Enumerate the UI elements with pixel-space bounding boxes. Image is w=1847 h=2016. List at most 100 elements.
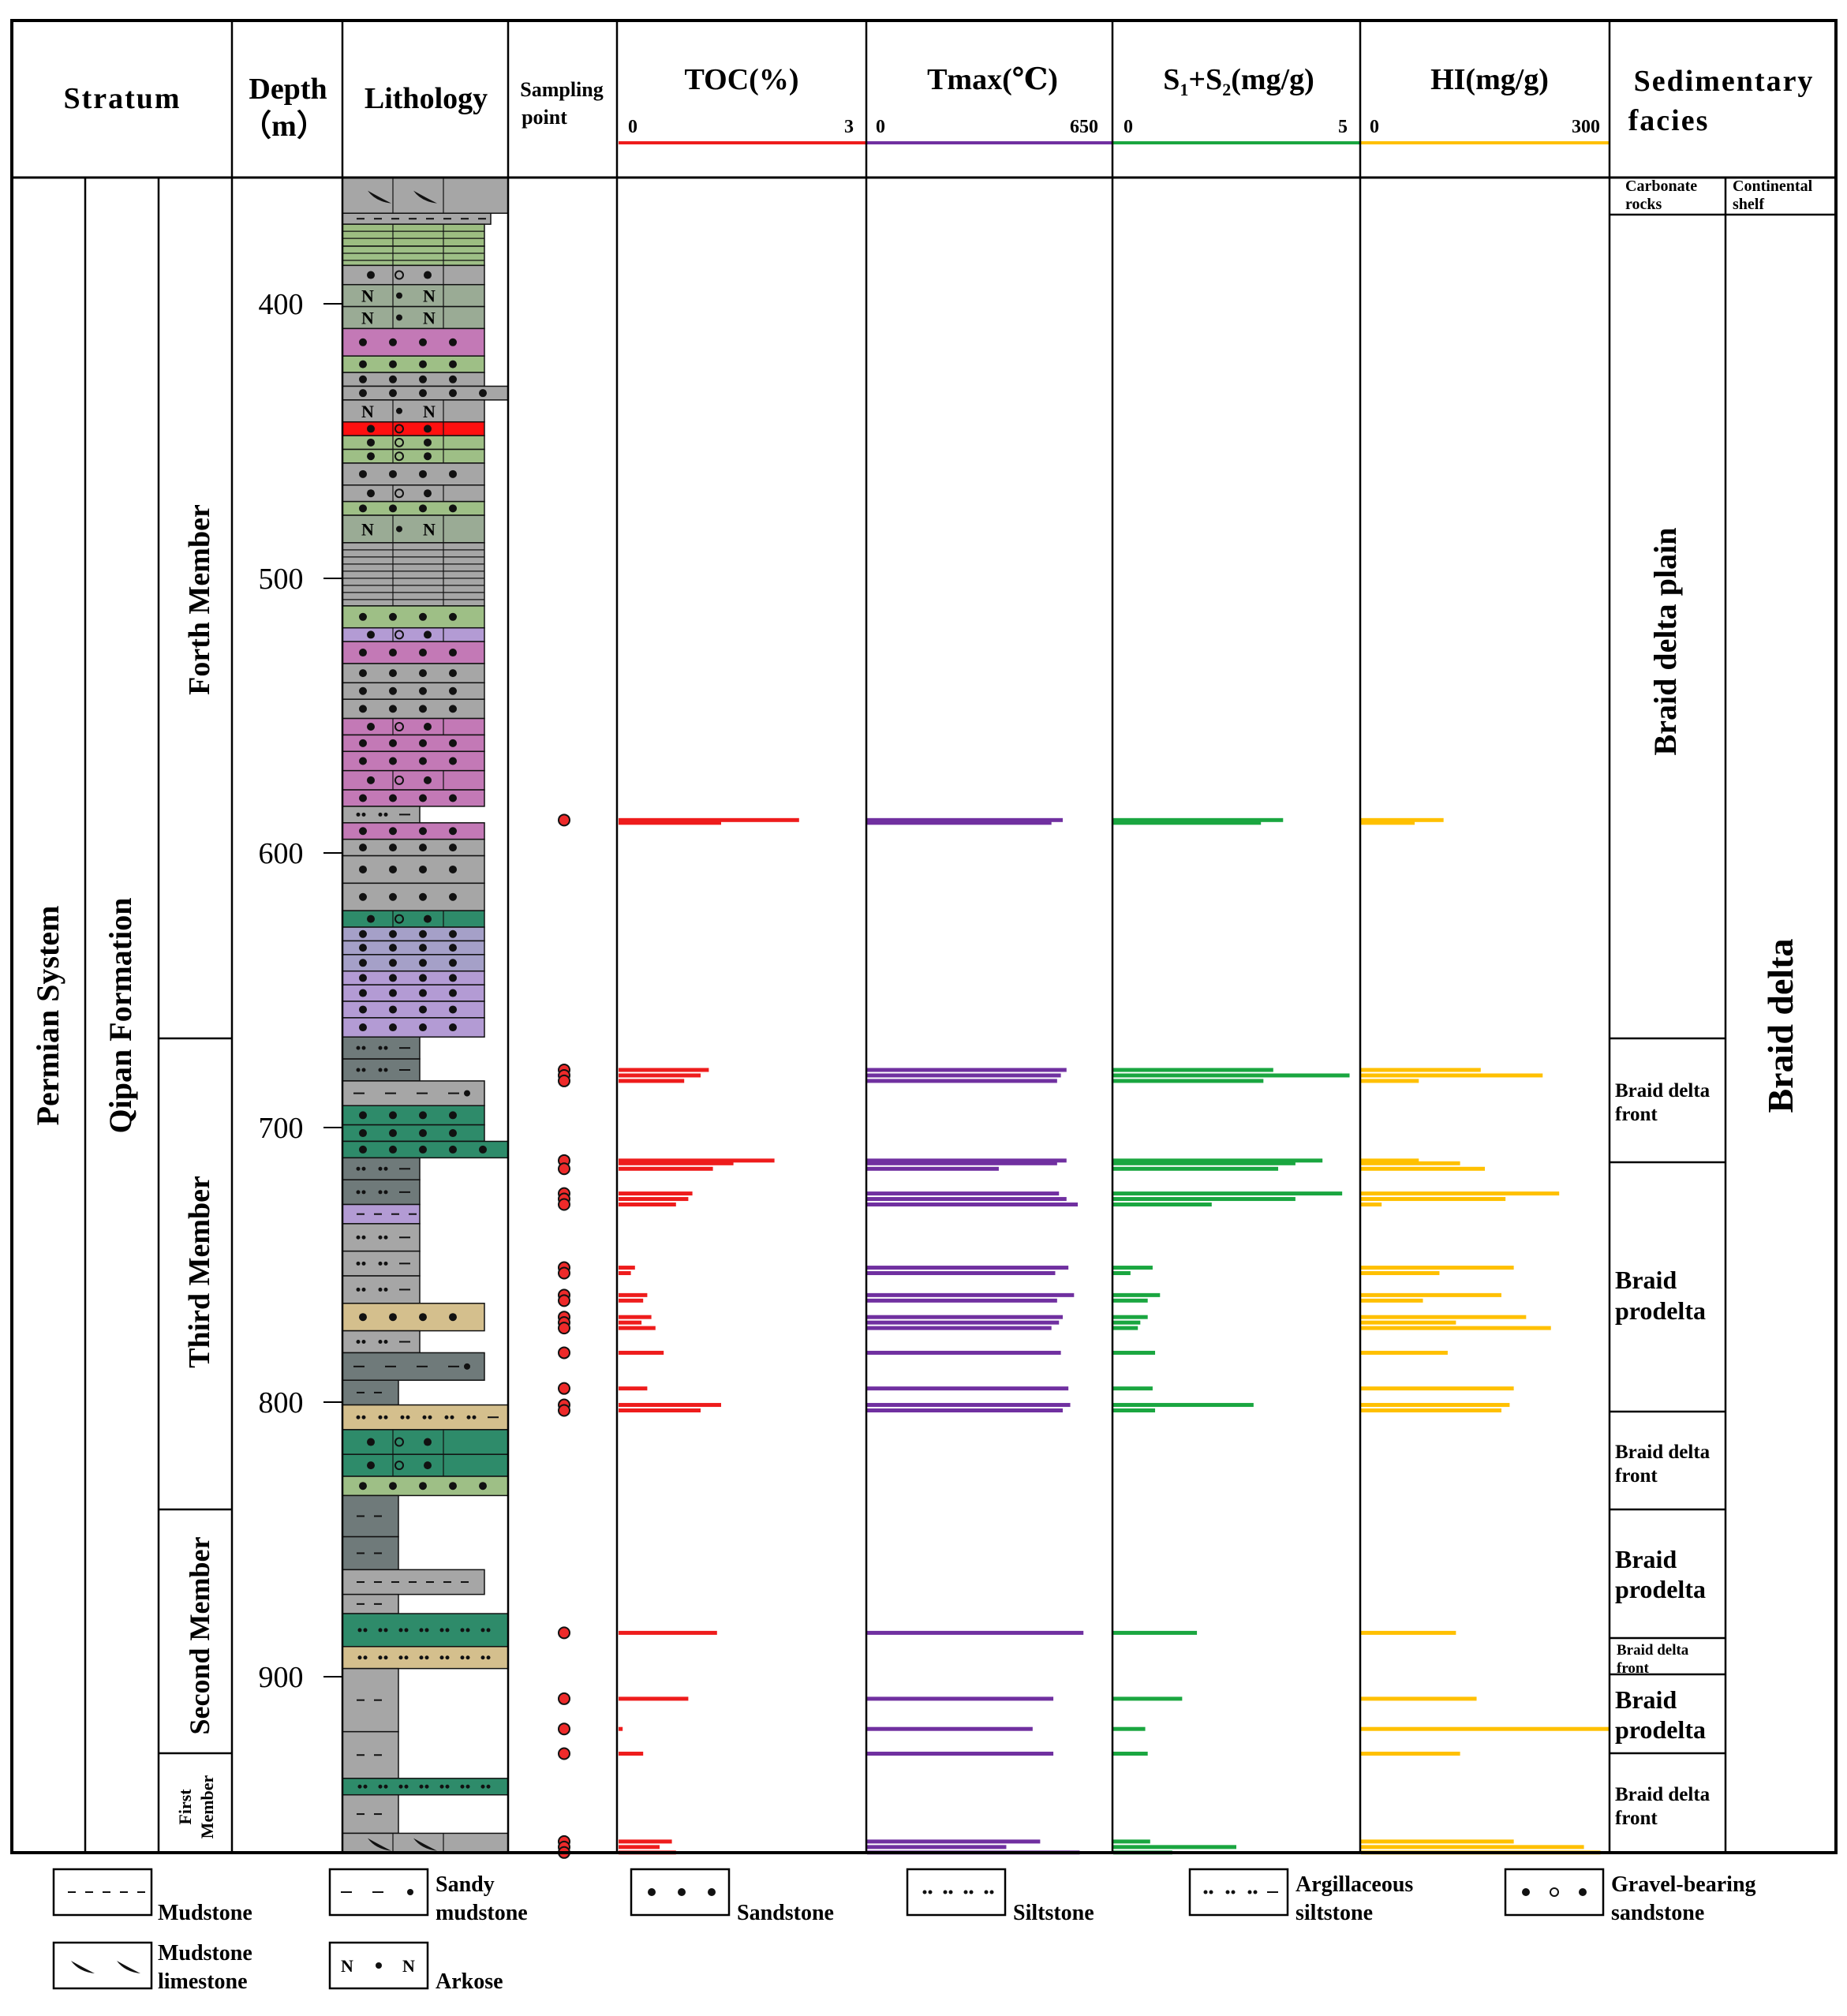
legend-label-2: siltstone xyxy=(1296,1901,1373,1925)
lithology-layer xyxy=(342,421,485,436)
member-label-third: Third Member xyxy=(183,1176,216,1368)
sandstone-pattern-icon xyxy=(648,1888,716,1896)
table-grid xyxy=(10,19,1838,1854)
lithology-layer xyxy=(342,1404,508,1431)
data-bar xyxy=(867,1696,1054,1701)
gravel-sandstone-pattern-icon xyxy=(1522,1887,1587,1897)
sampling-points xyxy=(558,814,570,1859)
lithology-layer xyxy=(342,212,492,225)
geochem-bars xyxy=(619,817,1609,1855)
depth-tick-label: 500 xyxy=(259,563,304,596)
depth-tick: 500 xyxy=(259,563,342,596)
data-bar xyxy=(1113,1839,1150,1844)
lithology-layer xyxy=(342,822,485,840)
data-bar xyxy=(1361,1298,1423,1303)
legend-label: Siltstone xyxy=(1013,1901,1094,1925)
lithology-layer xyxy=(342,1535,399,1571)
lithology-layer xyxy=(342,1646,508,1670)
lithology-layer xyxy=(342,970,485,986)
lithology-layer xyxy=(342,1793,399,1835)
facies-header-2: facies xyxy=(1628,104,1710,137)
data-bar xyxy=(619,1696,689,1701)
lithology-layer xyxy=(342,734,485,753)
data-bar xyxy=(1113,1408,1156,1413)
data-bar xyxy=(1113,1079,1264,1083)
data-bar xyxy=(867,1197,1067,1202)
data-bar xyxy=(1361,821,1415,825)
data-bar xyxy=(1113,1696,1183,1701)
formation-label: Qipan Formation xyxy=(103,898,138,1134)
data-bar xyxy=(619,1326,656,1330)
facies-label-2: front xyxy=(1615,1808,1658,1829)
data-bar xyxy=(1361,1292,1501,1297)
lithology-layer xyxy=(342,1124,485,1143)
data-bar xyxy=(1113,1073,1350,1078)
facies-label: Braid delta xyxy=(1615,1080,1711,1102)
svg-text:N: N xyxy=(423,519,436,539)
sampling-point xyxy=(558,1382,570,1395)
lithology-layer xyxy=(342,954,485,972)
data-bar xyxy=(619,1315,652,1319)
lithology-layer xyxy=(342,327,485,357)
depth-tick-label: 900 xyxy=(259,1661,304,1694)
sampling-point xyxy=(558,1198,570,1211)
lithology-layer xyxy=(342,1613,508,1648)
data-bar xyxy=(867,1161,1057,1165)
tmax-scale-min: 0 xyxy=(876,117,885,137)
lithology-layer xyxy=(342,750,485,772)
data-bar xyxy=(619,1839,672,1844)
lithology-header: Lithology xyxy=(365,82,488,115)
data-bar xyxy=(619,1726,623,1731)
lithology-layer xyxy=(342,1036,421,1060)
facies-label-2: front xyxy=(1615,1465,1658,1487)
data-bar xyxy=(1113,1320,1141,1325)
tmax-scale-max: 650 xyxy=(1070,117,1098,137)
data-bar xyxy=(1361,1696,1477,1701)
legend-item-mudstone: Mudstone xyxy=(52,1868,252,1925)
data-bar xyxy=(1113,1161,1296,1165)
data-bar xyxy=(1113,1845,1236,1850)
data-bar xyxy=(1113,821,1262,825)
s1s2-scale-max: 5 xyxy=(1338,117,1348,137)
facies-carbonate-2: rocks xyxy=(1625,196,1662,213)
depth-axis: 400 500 600 700 800 900 xyxy=(259,288,342,1694)
data-bar xyxy=(1361,817,1444,822)
lithology-layer xyxy=(342,910,485,928)
data-bar xyxy=(1361,1752,1460,1756)
data-bar xyxy=(1113,1202,1212,1207)
depth-tick-label: 800 xyxy=(259,1386,304,1419)
legend-item-argillaceous-siltstone: Argillaceous siltstone xyxy=(1188,1868,1413,1925)
svg-text:N: N xyxy=(361,308,374,327)
member-label-forth: Forth Member xyxy=(183,504,216,695)
data-bar xyxy=(1361,1271,1440,1276)
sampling-point xyxy=(558,1266,570,1280)
data-bar xyxy=(867,1403,1071,1408)
lithology-layer xyxy=(342,1250,421,1277)
hi-scale-max: 300 xyxy=(1572,117,1600,137)
legend-label: Mudstone xyxy=(158,1941,252,1966)
facies-label-2: front xyxy=(1615,1104,1658,1125)
lithology-layer xyxy=(342,462,485,486)
argillaceous-siltstone-pattern-icon xyxy=(1203,1890,1278,1894)
data-bar xyxy=(619,1630,717,1635)
data-bar xyxy=(1361,1079,1419,1083)
data-bar xyxy=(619,1298,644,1303)
data-bar xyxy=(1361,1158,1419,1163)
depth-header: Depth xyxy=(249,73,327,106)
lithology-layer xyxy=(342,1453,508,1477)
lithology-layer xyxy=(342,435,485,451)
lithology-layer xyxy=(342,1157,421,1180)
data-bar xyxy=(867,1726,1033,1731)
toc-scale-min: 0 xyxy=(628,117,637,137)
depth-tick: 800 xyxy=(259,1386,342,1419)
lithology-layer xyxy=(342,1494,399,1538)
lithology-layer xyxy=(342,1832,508,1853)
facies-label-2: prodelta xyxy=(1615,1575,1706,1603)
data-bar xyxy=(1361,1326,1551,1330)
sampling-point xyxy=(558,1346,570,1360)
data-bar xyxy=(1113,1403,1254,1408)
big-facies-label: Braid delta xyxy=(1760,938,1800,1113)
data-bar xyxy=(1113,1158,1323,1163)
